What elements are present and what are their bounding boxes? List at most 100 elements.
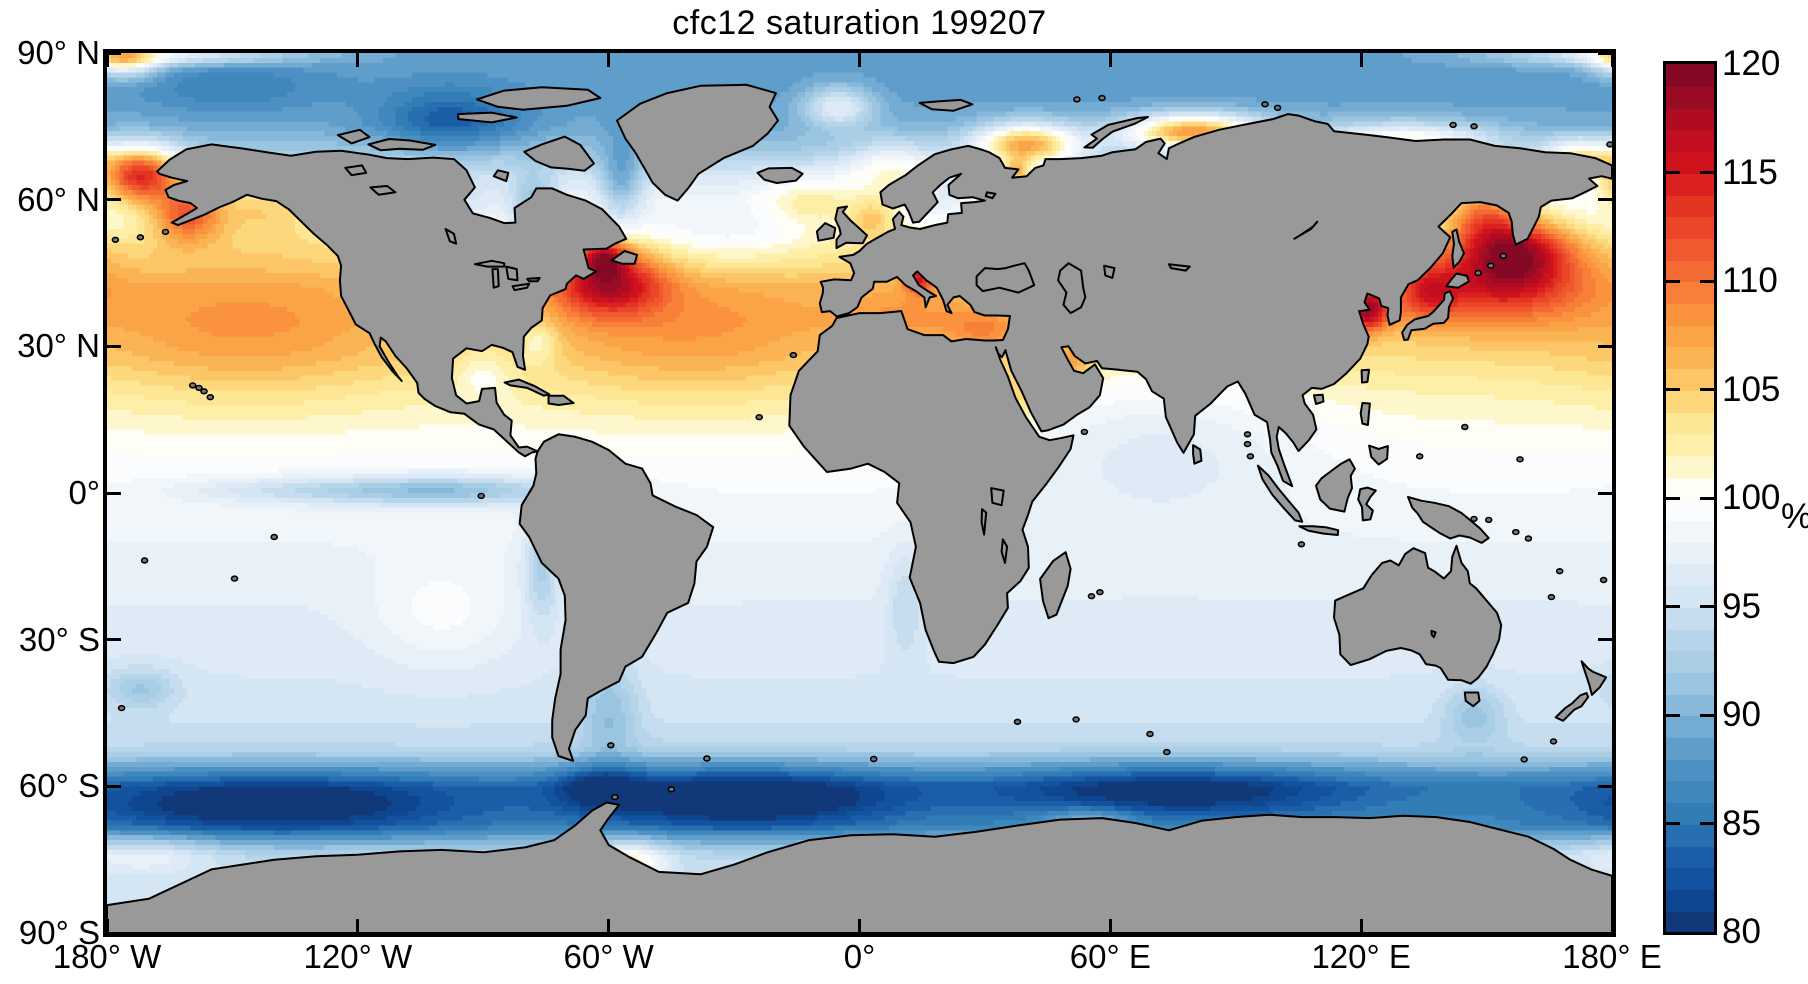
landmass-afro-eurasia <box>788 113 1612 665</box>
landmass-ellesmere <box>476 86 602 111</box>
colorbar-unit-label: % <box>1781 497 1808 537</box>
x-tick <box>1359 919 1363 933</box>
island-dot <box>117 704 126 712</box>
colorbar-tick <box>1700 279 1714 283</box>
landmass-ireland <box>815 222 837 242</box>
island-dot <box>755 414 764 421</box>
landmass-sakhalin <box>1451 228 1465 269</box>
colorbar-tick-label: 85 <box>1722 803 1761 843</box>
island-dot <box>1524 535 1533 542</box>
island-dot <box>206 394 215 401</box>
y-tick-label: 30° S <box>18 620 100 658</box>
landmass-victoria-island <box>367 138 437 152</box>
island-dot <box>1013 718 1022 725</box>
x-tick <box>858 919 861 933</box>
lake-aral-sea <box>1103 264 1116 279</box>
island-dot <box>1487 262 1495 269</box>
island-dot <box>1080 428 1089 436</box>
x-tick-top <box>356 53 360 67</box>
landmass-mindanao <box>1368 444 1389 466</box>
y-tick-right <box>1598 51 1612 55</box>
island-dot <box>1549 738 1558 745</box>
island-dot <box>1243 440 1252 448</box>
island-dot <box>1606 141 1612 148</box>
colorbar-tick-label: 90 <box>1722 695 1761 734</box>
x-tick-top <box>105 53 109 67</box>
lake-great-bear <box>344 164 368 177</box>
landmass-newfoundland <box>610 250 639 265</box>
y-tick-right <box>1598 344 1612 348</box>
x-tick-label: 180° W <box>52 938 162 975</box>
island-dot <box>1096 588 1104 596</box>
x-tick-top <box>1610 53 1614 67</box>
island-dot <box>188 382 197 389</box>
island-dot <box>667 786 676 793</box>
island-dot <box>869 755 878 763</box>
land-overlay <box>107 83 1612 933</box>
lake-superior <box>473 259 506 268</box>
landmass-banks-island <box>336 128 371 145</box>
island-dot <box>161 228 170 236</box>
island-dot <box>1261 101 1269 108</box>
landmass-southampton <box>492 169 510 183</box>
landmass-java <box>1298 525 1340 536</box>
x-tick-top <box>1108 53 1112 67</box>
landmass-iceland <box>756 166 804 184</box>
x-tick <box>1610 919 1614 933</box>
island-dot <box>200 388 208 395</box>
colorbar-tick <box>1666 496 1680 500</box>
lake-black-sea <box>975 262 1036 294</box>
x-tick-label: 60° W <box>563 938 654 975</box>
colorbar-tick <box>1700 388 1714 391</box>
island-dot <box>1297 541 1306 548</box>
landmass-japan-honshu <box>1401 290 1455 341</box>
island-dot <box>1520 756 1528 763</box>
colorbar-tick <box>1700 171 1714 174</box>
colorbar-tick-label: 115 <box>1722 152 1778 192</box>
island-dot <box>1470 123 1478 130</box>
island-dot <box>1599 576 1608 584</box>
landmass-north-america <box>156 143 628 458</box>
x-tick-label: 0° <box>843 938 876 975</box>
landmass-borneo <box>1315 458 1356 513</box>
lake-balkhash <box>1167 263 1191 272</box>
colorbar-tick-label: 110 <box>1722 261 1778 300</box>
y-tick-right <box>1598 491 1612 495</box>
y-tick <box>107 51 121 55</box>
colorbar-tick-label: 120 <box>1722 44 1781 83</box>
y-tick <box>107 638 121 642</box>
island-dot <box>611 793 619 801</box>
lake-ladoga <box>984 191 997 200</box>
lake-eyre <box>1430 629 1437 639</box>
lake-tanganyika <box>980 508 988 536</box>
island-dot <box>1163 748 1171 756</box>
landmass-new-guinea <box>1407 495 1490 544</box>
island-dot <box>1273 104 1282 111</box>
colorbar-tick <box>1666 279 1680 283</box>
island-dot <box>1072 716 1080 723</box>
island-dot <box>136 234 145 241</box>
colorbar-tick <box>1666 713 1680 717</box>
landmass-hokkaido <box>1445 272 1470 289</box>
island-dot <box>1461 423 1469 431</box>
landmass-taiwan <box>1360 368 1371 384</box>
y-tick <box>107 198 121 202</box>
landmass-britain <box>834 205 868 250</box>
island-dot <box>1415 453 1424 460</box>
island-dot <box>195 384 203 392</box>
island-dot <box>1073 96 1081 103</box>
island-dot <box>477 492 486 500</box>
island-dot <box>1470 515 1478 523</box>
island-dot <box>789 351 798 359</box>
y-tick-right <box>1598 638 1612 642</box>
island-dot <box>1474 269 1482 277</box>
x-tick-label: 120° W <box>303 938 413 975</box>
island-dot <box>1499 252 1508 260</box>
colorbar-tick <box>1700 605 1714 608</box>
x-tick-label: 180° E <box>1562 938 1662 975</box>
x-tick <box>356 919 360 933</box>
x-tick-top <box>1359 53 1363 67</box>
x-tick-label: 120° E <box>1311 938 1411 975</box>
island-dot <box>270 533 278 541</box>
